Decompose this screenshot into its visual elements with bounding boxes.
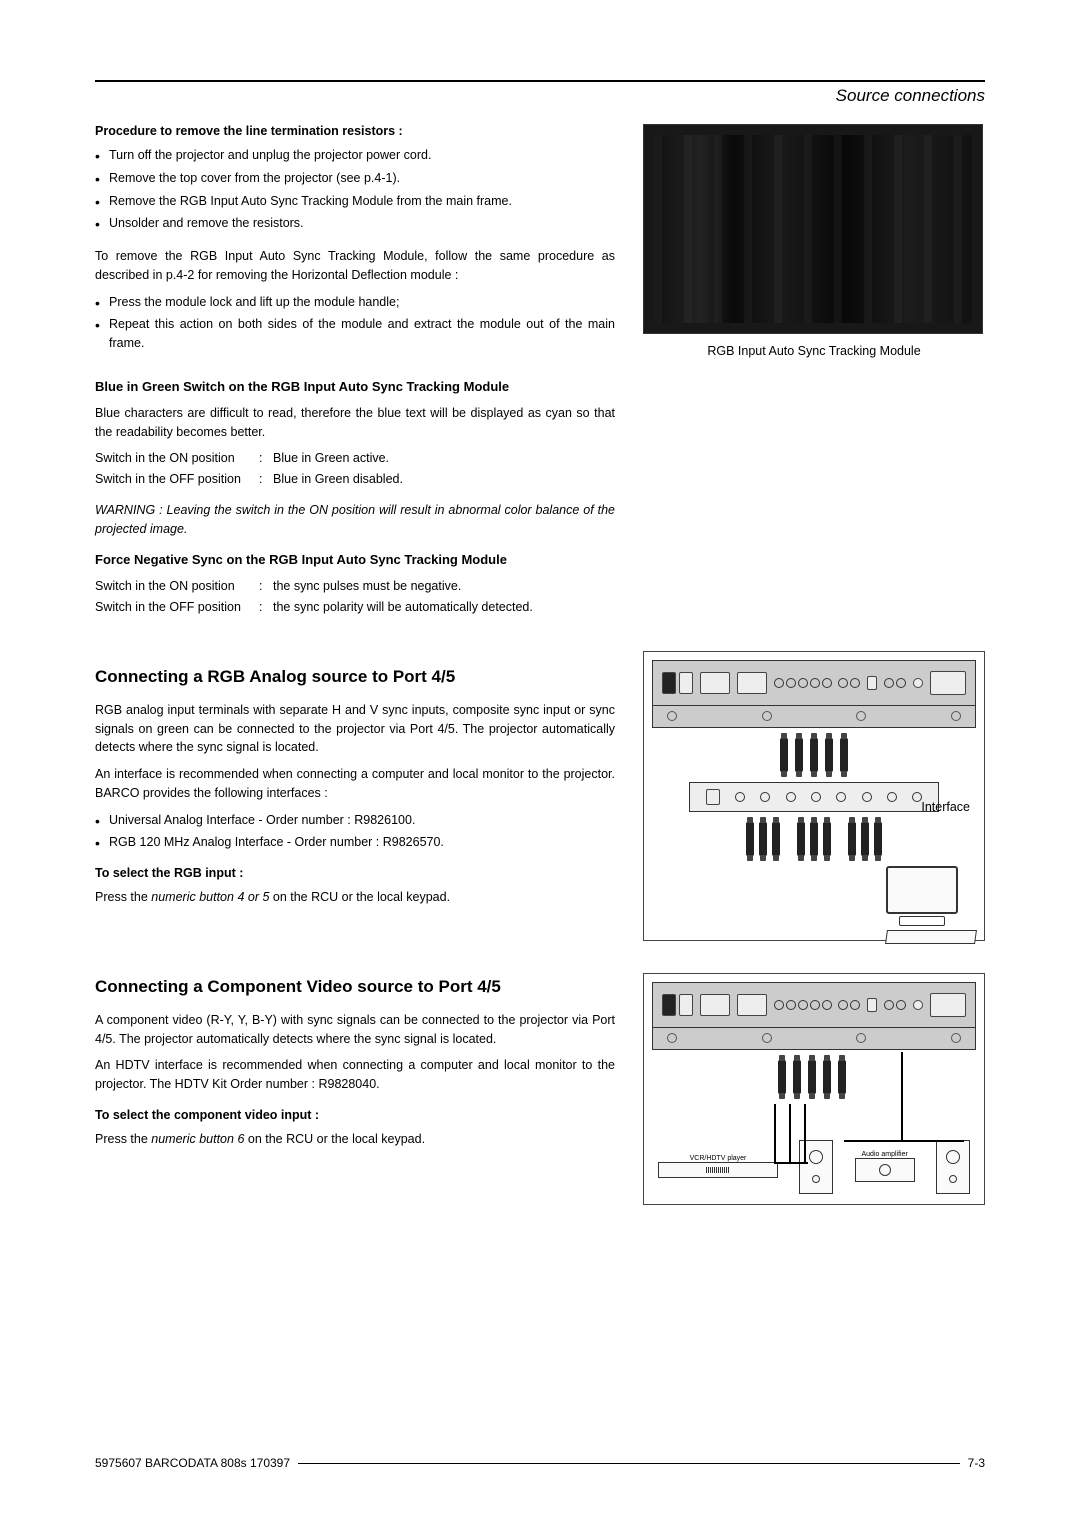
colon: : xyxy=(259,598,273,617)
cable-group-bottom xyxy=(694,822,934,856)
rgb-connection-diagram: Interface xyxy=(643,651,985,941)
text-pre: Press the xyxy=(95,890,151,904)
list-item: Repeat this action on both sides of the … xyxy=(95,315,615,353)
sec4-title: Connecting a RGB Analog source to Port 4… xyxy=(95,667,615,687)
list-item: RGB 120 MHz Analog Interface - Order num… xyxy=(95,833,615,852)
cable-group-top xyxy=(754,738,874,772)
switch-val: Blue in Green active. xyxy=(273,449,615,468)
sec2-para: Blue characters are difficult to read, t… xyxy=(95,404,615,442)
text-em: numeric button 6 xyxy=(151,1132,244,1146)
sec5-select-text: Press the numeric button 6 on the RCU or… xyxy=(95,1130,615,1149)
footer-rule xyxy=(298,1463,960,1464)
projector-base xyxy=(652,1028,976,1050)
speaker-right-icon xyxy=(936,1140,970,1194)
page-header: Source connections xyxy=(95,86,985,106)
sec4-select-text: Press the numeric button 4 or 5 on the R… xyxy=(95,888,615,907)
colon: : xyxy=(259,449,273,468)
projector-base xyxy=(652,706,976,728)
sec4-para1: RGB analog input terminals with separate… xyxy=(95,701,615,757)
cable-group xyxy=(762,1060,862,1094)
audio-amplifier: Audio amplifier xyxy=(855,1151,915,1182)
switch-label: Switch in the OFF position xyxy=(95,470,259,489)
list-item: Press the module lock and lift up the mo… xyxy=(95,293,615,312)
photo-caption: RGB Input Auto Sync Tracking Module xyxy=(643,344,985,358)
text-post: on the RCU or the local keypad. xyxy=(244,1132,425,1146)
switch-val: Blue in Green disabled. xyxy=(273,470,615,489)
device-row: VCR/HDTV player Audio amplifier xyxy=(652,1140,976,1194)
monitor-area xyxy=(652,866,976,944)
switch-row: Switch in the OFF position : Blue in Gre… xyxy=(95,470,615,489)
switch-row: Switch in the OFF position : the sync po… xyxy=(95,598,615,617)
text-post: on the RCU or the local keypad. xyxy=(269,890,450,904)
page-footer: 5975607 BARCODATA 808s 170397 7-3 xyxy=(95,1456,985,1470)
switch-label: Switch in the ON position xyxy=(95,577,259,596)
list-item: Remove the top cover from the projector … xyxy=(95,169,615,188)
amp-label: Audio amplifier xyxy=(855,1151,915,1158)
sec1-list: Turn off the projector and unplug the pr… xyxy=(95,146,615,233)
footer-right: 7-3 xyxy=(968,1456,985,1470)
sec2-title: Blue in Green Switch on the RGB Input Au… xyxy=(95,379,615,394)
sec4-para2: An interface is recommended when connect… xyxy=(95,765,615,803)
interface-box xyxy=(689,782,939,812)
list-item: Unsolder and remove the resistors. xyxy=(95,214,615,233)
list-item: Turn off the projector and unplug the pr… xyxy=(95,146,615,165)
footer-left: 5975607 BARCODATA 808s 170397 xyxy=(95,1456,290,1470)
switch-label: Switch in the OFF position xyxy=(95,598,259,617)
switch-label: Switch in the ON position xyxy=(95,449,259,468)
text-em: numeric button 4 or 5 xyxy=(151,890,269,904)
sec1-list2: Press the module lock and lift up the mo… xyxy=(95,293,615,353)
sec5-para2: An HDTV interface is recommended when co… xyxy=(95,1056,615,1094)
switch-row: Switch in the ON position : Blue in Gree… xyxy=(95,449,615,468)
switch-val: the sync polarity will be automatically … xyxy=(273,598,615,617)
sec2-warning: WARNING : Leaving the switch in the ON p… xyxy=(95,501,615,539)
interface-label: Interface xyxy=(921,800,970,814)
sec5-select-title: To select the component video input : xyxy=(95,1108,615,1122)
sec5-title: Connecting a Component Video source to P… xyxy=(95,977,615,997)
sec4-list: Universal Analog Interface - Order numbe… xyxy=(95,811,615,853)
component-connection-diagram: VCR/HDTV player Audio amplifier xyxy=(643,973,985,1205)
player-label: VCR/HDTV player xyxy=(658,1155,778,1162)
sec5-para1: A component video (R-Y, Y, B-Y) with syn… xyxy=(95,1011,615,1049)
sec1-title: Procedure to remove the line termination… xyxy=(95,124,615,138)
switch-val: the sync pulses must be negative. xyxy=(273,577,615,596)
colon: : xyxy=(259,470,273,489)
projector-panel xyxy=(652,660,976,706)
header-rule xyxy=(95,80,985,82)
hdtv-player: VCR/HDTV player xyxy=(658,1155,778,1178)
text-pre: Press the xyxy=(95,1132,151,1146)
module-photo xyxy=(643,124,983,334)
sec1-para: To remove the RGB Input Auto Sync Tracki… xyxy=(95,247,615,285)
sec4-select-title: To select the RGB input : xyxy=(95,866,615,880)
sec3-title: Force Negative Sync on the RGB Input Aut… xyxy=(95,552,615,567)
projector-panel xyxy=(652,982,976,1028)
keyboard-icon xyxy=(885,930,977,944)
colon: : xyxy=(259,577,273,596)
pc-monitor-icon xyxy=(886,866,958,944)
list-item: Universal Analog Interface - Order numbe… xyxy=(95,811,615,830)
switch-row: Switch in the ON position : the sync pul… xyxy=(95,577,615,596)
list-item: Remove the RGB Input Auto Sync Tracking … xyxy=(95,192,615,211)
